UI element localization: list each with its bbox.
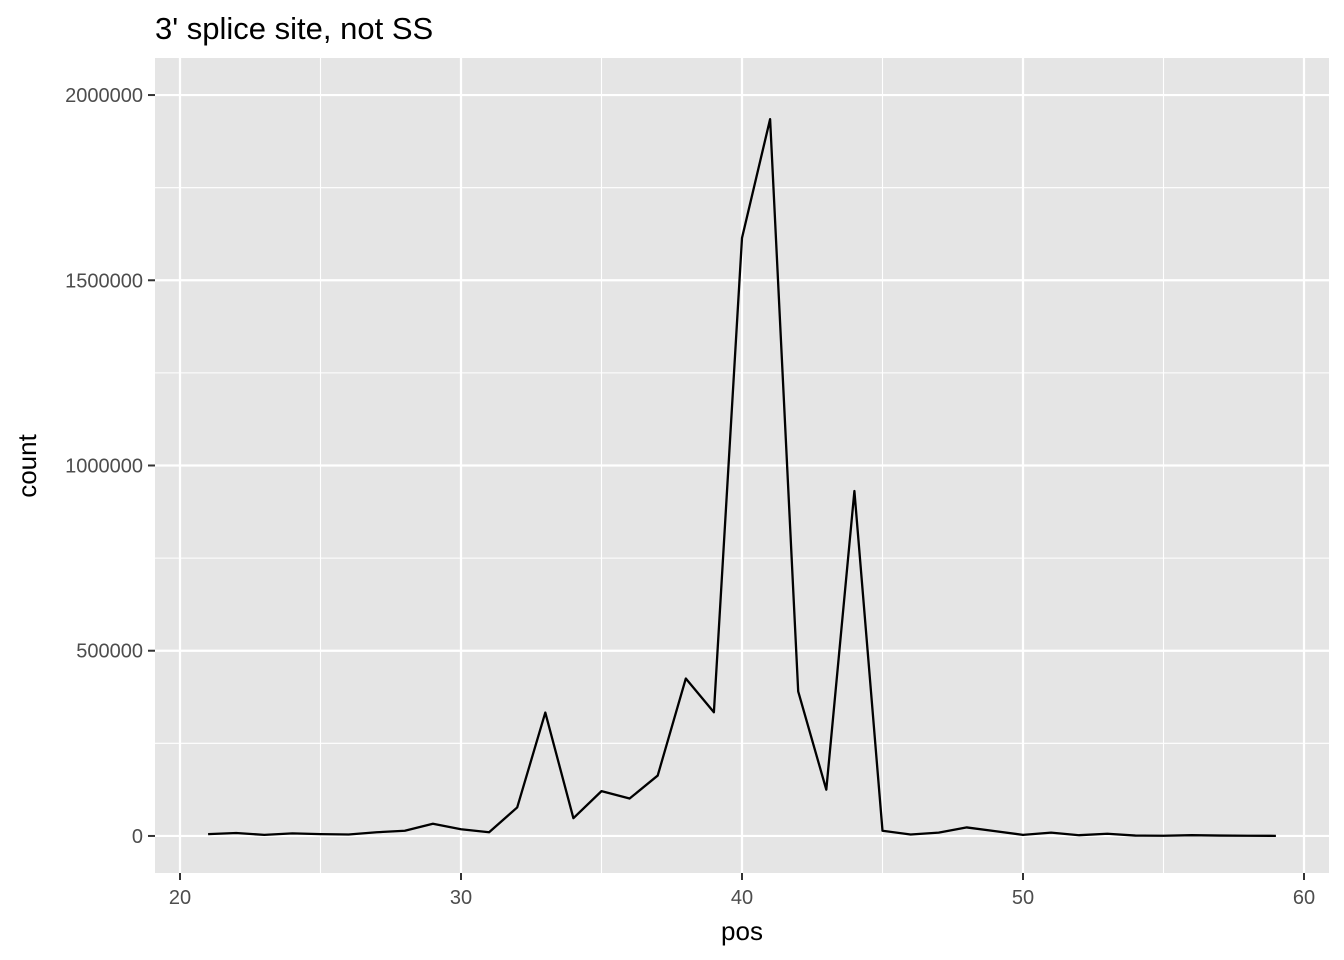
x-tick-label: 30 xyxy=(450,887,472,909)
x-tick-label: 20 xyxy=(169,887,191,909)
y-tick-label: 2000000 xyxy=(65,85,143,107)
x-axis-title: pos xyxy=(721,916,763,946)
x-tick-label: 50 xyxy=(1012,887,1034,909)
major-gridlines xyxy=(155,58,1329,873)
y-tick-label: 1000000 xyxy=(65,456,143,478)
x-axis: 20 30 40 50 60 xyxy=(169,873,1315,909)
y-tick-label: 500000 xyxy=(76,641,143,663)
chart-title: 3' splice site, not SS xyxy=(155,11,433,46)
series-layer xyxy=(208,117,1276,837)
x-tick-label: 40 xyxy=(731,887,753,909)
y-axis: 0 500000 1000000 1500000 2000000 xyxy=(65,85,155,848)
y-tick-label: 0 xyxy=(132,826,143,848)
y-tick-label: 1500000 xyxy=(65,270,143,292)
x-tick-label: 60 xyxy=(1293,887,1315,909)
y-axis-title: count xyxy=(12,433,42,497)
